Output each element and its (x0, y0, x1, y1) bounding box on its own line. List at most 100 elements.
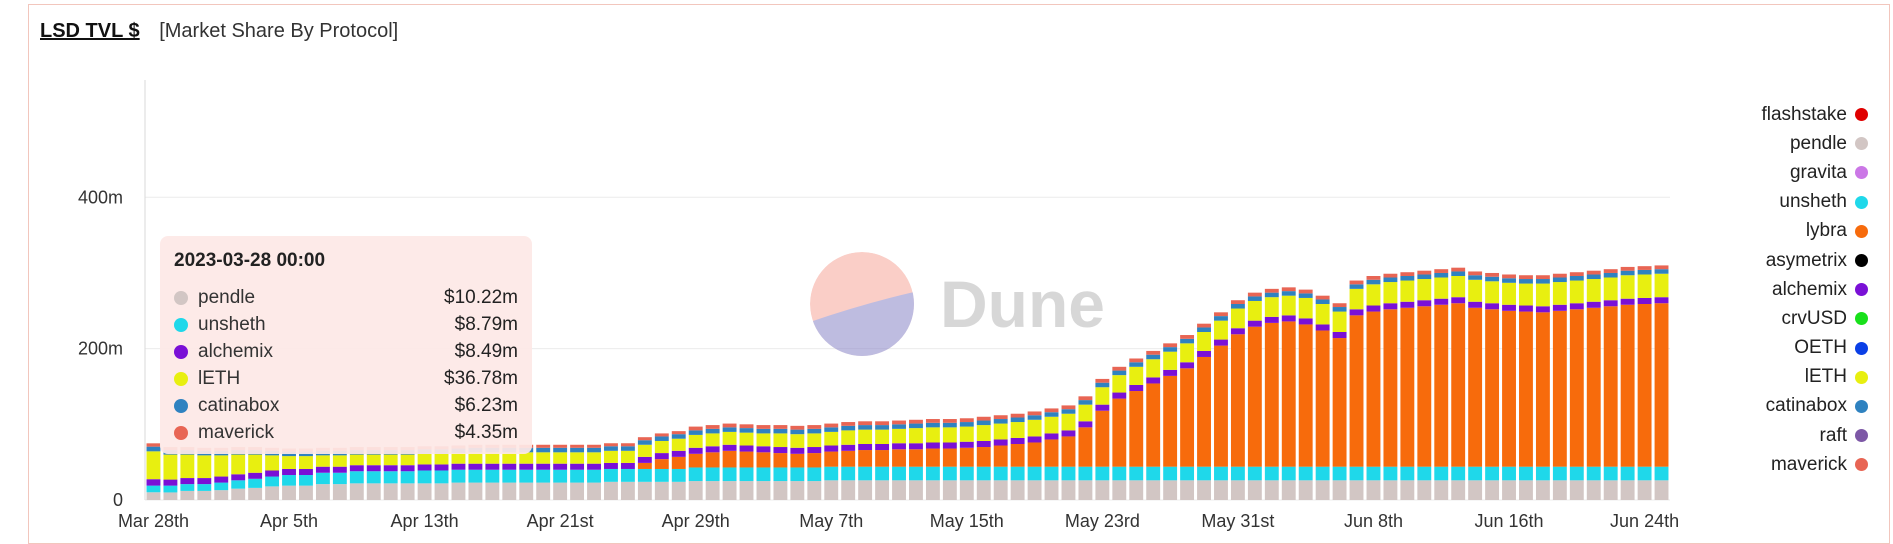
bar-leth-61[interactable] (1180, 343, 1195, 363)
bar-alchemix-0[interactable] (146, 479, 161, 486)
bar-lybra-86[interactable] (1603, 306, 1618, 467)
bar-pendle-48[interactable] (959, 480, 974, 500)
bar-maverick-74[interactable] (1400, 272, 1415, 276)
bar-unsheth-46[interactable] (925, 466, 940, 481)
bar-lybra-54[interactable] (1061, 436, 1076, 467)
bar-unsheth-8[interactable] (282, 475, 296, 486)
bar-unsheth-26[interactable] (587, 469, 601, 483)
bar-catinabox-27[interactable] (604, 446, 618, 451)
bar-unsheth-71[interactable] (1349, 466, 1364, 481)
bar-pendle-72[interactable] (1366, 480, 1381, 500)
bar-pendle-17[interactable] (434, 483, 449, 500)
bar-pendle-20[interactable] (485, 482, 500, 500)
bar-catinabox-72[interactable] (1366, 279, 1381, 285)
bar-lybra-39[interactable] (807, 453, 822, 468)
bar-alchemix-9[interactable] (299, 468, 313, 476)
bar-pendle-81[interactable] (1519, 480, 1533, 500)
bar-leth-23[interactable] (536, 452, 551, 464)
bar-catinabox-50[interactable] (993, 419, 1008, 424)
bar-unsheth-37[interactable] (773, 467, 788, 482)
bar-catinabox-40[interactable] (824, 427, 839, 432)
bar-pendle-9[interactable] (299, 485, 313, 500)
bar-leth-83[interactable] (1552, 282, 1567, 305)
bar-leth-82[interactable] (1535, 283, 1550, 307)
bar-leth-86[interactable] (1603, 277, 1618, 301)
bar-pendle-13[interactable] (366, 483, 381, 500)
bar-leth-35[interactable] (739, 432, 754, 446)
bar-catinabox-44[interactable] (892, 424, 906, 429)
bar-leth-65[interactable] (1247, 300, 1262, 321)
bar-leth-30[interactable] (654, 440, 669, 454)
bar-unsheth-15[interactable] (400, 471, 415, 484)
bar-maverick-64[interactable] (1230, 300, 1245, 304)
bar-alchemix-80[interactable] (1502, 304, 1516, 311)
bar-leth-36[interactable] (756, 433, 771, 447)
bar-alchemix-60[interactable] (1163, 369, 1178, 376)
legend-item-leth[interactable]: lETH (1700, 363, 1868, 392)
bar-pendle-31[interactable] (671, 481, 686, 500)
bar-catinabox-79[interactable] (1485, 276, 1500, 282)
legend-item-raft[interactable]: raft (1700, 421, 1868, 450)
bar-pendle-25[interactable] (570, 482, 585, 500)
bar-lybra-84[interactable] (1569, 309, 1584, 467)
bar-maverick-70[interactable] (1332, 303, 1347, 308)
bar-lybra-50[interactable] (993, 445, 1008, 467)
bar-unsheth-72[interactable] (1366, 466, 1381, 481)
bar-pendle-36[interactable] (756, 481, 771, 500)
bar-catinabox-51[interactable] (1010, 417, 1025, 423)
bar-unsheth-4[interactable] (214, 482, 229, 491)
bar-lybra-76[interactable] (1434, 304, 1449, 467)
bar-pendle-50[interactable] (993, 480, 1008, 500)
bar-maverick-84[interactable] (1569, 272, 1584, 276)
bar-maverick-83[interactable] (1552, 273, 1567, 278)
bar-pendle-67[interactable] (1281, 480, 1296, 500)
bar-leth-84[interactable] (1569, 280, 1584, 304)
bar-alchemix-56[interactable] (1095, 404, 1110, 411)
bar-pendle-52[interactable] (1027, 480, 1042, 500)
bar-pendle-39[interactable] (807, 481, 822, 500)
bar-maverick-66[interactable] (1264, 288, 1279, 293)
bar-leth-34[interactable] (722, 431, 737, 445)
bar-catinabox-42[interactable] (858, 425, 873, 430)
bar-maverick-37[interactable] (773, 425, 788, 429)
bar-pendle-22[interactable] (519, 482, 534, 500)
bar-unsheth-65[interactable] (1247, 466, 1262, 481)
bar-unsheth-41[interactable] (841, 466, 856, 481)
bar-leth-41[interactable] (841, 430, 856, 445)
bar-alchemix-53[interactable] (1044, 433, 1059, 440)
bar-unsheth-85[interactable] (1586, 466, 1601, 481)
bar-unsheth-45[interactable] (909, 466, 923, 481)
bar-catinabox-86[interactable] (1603, 272, 1618, 278)
bar-lybra-49[interactable] (976, 447, 991, 467)
bar-alchemix-69[interactable] (1315, 324, 1330, 331)
bar-unsheth-43[interactable] (875, 466, 890, 481)
bar-alchemix-79[interactable] (1485, 303, 1500, 310)
bar-maverick-59[interactable] (1146, 350, 1161, 355)
bar-unsheth-25[interactable] (570, 469, 585, 483)
bar-leth-37[interactable] (773, 433, 788, 448)
bar-maverick-72[interactable] (1366, 276, 1381, 280)
bar-catinabox-43[interactable] (875, 425, 890, 430)
bar-pendle-61[interactable] (1180, 480, 1195, 500)
legend-item-pendle[interactable]: pendle (1700, 129, 1868, 158)
legend-item-maverick[interactable]: maverick (1700, 450, 1868, 479)
bar-leth-18[interactable] (451, 453, 466, 464)
bar-unsheth-20[interactable] (485, 469, 500, 483)
bar-unsheth-58[interactable] (1129, 466, 1144, 481)
bar-catinabox-87[interactable] (1620, 270, 1635, 276)
bar-maverick-57[interactable] (1112, 366, 1127, 371)
bar-unsheth-29[interactable] (637, 468, 652, 482)
bar-pendle-45[interactable] (909, 480, 923, 500)
bar-maverick-69[interactable] (1315, 295, 1330, 300)
bar-alchemix-34[interactable] (722, 444, 737, 451)
bar-unsheth-23[interactable] (536, 469, 551, 483)
bar-pendle-33[interactable] (705, 481, 720, 500)
bar-lybra-45[interactable] (909, 449, 923, 467)
bar-leth-63[interactable] (1214, 320, 1228, 340)
bar-lybra-59[interactable] (1146, 383, 1161, 467)
bar-maverick-77[interactable] (1451, 267, 1466, 272)
bar-leth-21[interactable] (502, 452, 517, 464)
bar-leth-89[interactable] (1654, 273, 1669, 298)
bar-catinabox-67[interactable] (1281, 291, 1296, 296)
bar-maverick-63[interactable] (1214, 312, 1228, 317)
